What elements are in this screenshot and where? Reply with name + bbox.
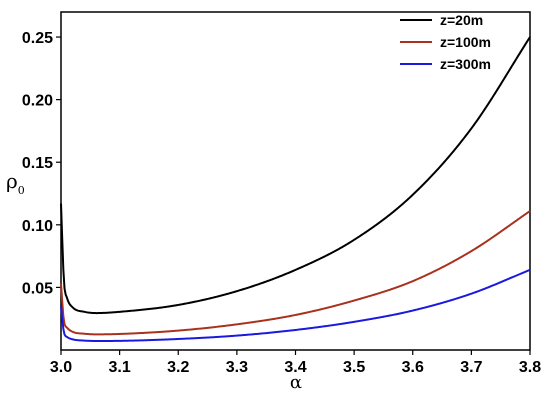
y-tick-label: 0.15 bbox=[22, 155, 53, 172]
legend: z=20m z=100m z=300m bbox=[400, 12, 491, 72]
x-tick-label: 3.1 bbox=[109, 359, 131, 376]
legend-label-3: z=300m bbox=[440, 56, 491, 72]
series-line-1 bbox=[60, 36, 531, 315]
series-line-2 bbox=[60, 210, 531, 336]
series-lines bbox=[60, 36, 531, 342]
x-tick-label: 3.2 bbox=[167, 359, 189, 376]
y-tick-label: 0.10 bbox=[22, 218, 53, 235]
x-axis-label: α bbox=[290, 372, 302, 393]
x-tick-label: 3.0 bbox=[50, 359, 72, 376]
legend-label-2: z=100m bbox=[440, 34, 491, 50]
x-tick-label: 3.6 bbox=[402, 359, 424, 376]
x-axis-ticks: 3.0 3.1 3.2 3.3 3.4 3.5 3.6 3.7 3.8 bbox=[50, 350, 541, 376]
y-axis-label-main: ρ bbox=[6, 169, 18, 193]
x-tick-label: 3.8 bbox=[519, 359, 541, 376]
x-tick-label: 3.7 bbox=[460, 359, 482, 376]
series-line-3 bbox=[60, 268, 531, 342]
x-tick-label: 3.4 bbox=[284, 359, 306, 376]
y-axis-label: ρ0 bbox=[6, 169, 25, 197]
y-tick-label: 0.05 bbox=[22, 280, 53, 297]
y-tick-label: 0.20 bbox=[22, 93, 53, 110]
legend-label-1: z=20m bbox=[440, 12, 483, 28]
x-tick-label: 3.5 bbox=[343, 359, 365, 376]
y-axis-ticks: 0.05 0.10 0.15 0.20 0.25 bbox=[22, 30, 61, 297]
x-tick-label: 3.3 bbox=[226, 359, 248, 376]
y-tick-label: 0.25 bbox=[22, 30, 53, 47]
y-axis-label-subscript: 0 bbox=[18, 184, 25, 197]
